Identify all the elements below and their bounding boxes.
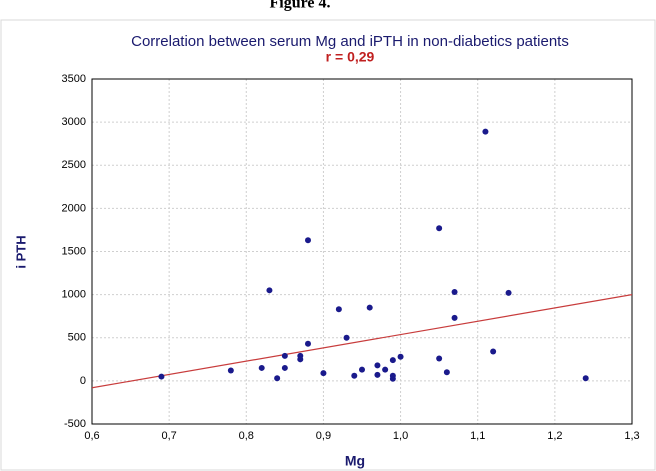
point <box>436 225 443 232</box>
point <box>227 367 234 374</box>
point <box>451 289 458 296</box>
point <box>281 364 288 371</box>
point <box>305 237 311 244</box>
point <box>482 128 489 135</box>
point <box>281 352 288 359</box>
point <box>359 366 365 373</box>
x-tick-label: 0,6 <box>84 430 99 442</box>
point <box>382 366 389 373</box>
point <box>436 355 443 362</box>
y-tick-label: 2000 <box>62 202 86 214</box>
point <box>266 287 273 294</box>
y-tick-label: 0 <box>80 375 86 387</box>
point <box>335 306 342 313</box>
x-tick-label: 0,9 <box>316 430 331 442</box>
x-tick-label: 0,7 <box>161 430 176 442</box>
y-tick-label: 2500 <box>62 159 86 171</box>
point <box>389 357 396 364</box>
chart-title: Correlation between serum Mg and iPTH in… <box>131 33 569 50</box>
heading: Figure 4. <box>269 0 330 12</box>
point <box>274 375 281 382</box>
x-tick-label: 1,2 <box>547 430 562 442</box>
point <box>351 372 358 379</box>
point <box>389 375 396 382</box>
point <box>451 314 458 321</box>
point <box>505 289 512 296</box>
point <box>443 369 450 376</box>
x-tick-label: 1,3 <box>624 430 639 442</box>
x-tick-label: 0,8 <box>239 430 254 442</box>
x-axis-label: Mg <box>345 453 365 469</box>
y-tick-label: 1500 <box>62 245 86 257</box>
point <box>374 362 381 369</box>
point <box>320 370 327 377</box>
plot-border <box>91 78 633 425</box>
y-tick-label: 1000 <box>62 289 86 301</box>
chart-subtitle: r = 0,29 <box>326 49 375 65</box>
point <box>490 348 497 355</box>
point <box>158 373 165 380</box>
y-tick-label: -500 <box>64 418 86 430</box>
x-tick-label: 1,1 <box>470 430 485 442</box>
point <box>582 375 589 382</box>
point <box>343 334 350 341</box>
y-tick-label: 500 <box>68 332 86 344</box>
point <box>374 371 381 378</box>
point <box>297 356 304 363</box>
y-axis-label: i PTH <box>13 235 28 268</box>
x-tick-label: 1,0 <box>393 430 408 442</box>
y-tick-label: 3500 <box>62 73 86 85</box>
point <box>397 353 404 360</box>
point <box>305 340 311 347</box>
y-tick-label: 3000 <box>62 116 86 128</box>
frame <box>0 19 656 471</box>
point <box>366 304 373 311</box>
point <box>258 364 265 371</box>
trend-line <box>92 294 632 389</box>
